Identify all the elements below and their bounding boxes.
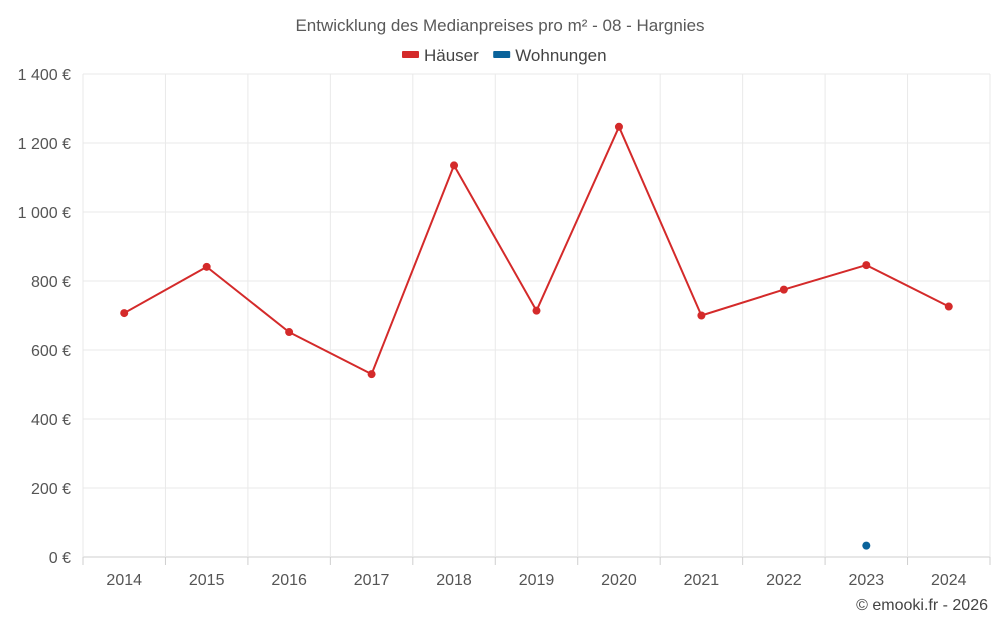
data-point[interactable] [862, 541, 871, 550]
y-tick-label: 1 000 € [18, 205, 71, 222]
series-1 [862, 541, 871, 550]
legend-item[interactable]: Wohnungen [493, 46, 607, 65]
x-tick-label: 2024 [931, 572, 967, 589]
data-point[interactable] [367, 370, 376, 379]
y-axis-ticks: 0 € 200 € 400 € 600 € 800 € 1 000 € 1 200 € 1 4… [18, 67, 71, 567]
y-tick-label: 400 € [31, 412, 71, 429]
y-tick-label: 600 € [31, 343, 71, 360]
x-axis-ticks: 2014 2015 2016 2017 2018 2019 2020 2021 2022 2023… [106, 572, 966, 589]
y-tick-label: 0 € [49, 550, 71, 567]
data-point[interactable] [285, 328, 294, 337]
y-tick-label: 200 € [31, 481, 71, 498]
data-point[interactable] [532, 306, 541, 315]
data-point[interactable] [944, 302, 953, 311]
data-point[interactable] [120, 309, 129, 318]
x-tick-label: 2019 [519, 572, 555, 589]
x-tick-label: 2020 [601, 572, 637, 589]
data-point[interactable] [450, 161, 459, 170]
data-point[interactable] [779, 285, 788, 294]
legend: Häuser Wohnungen [402, 46, 607, 65]
gridlines [82, 73, 991, 565]
data-point[interactable] [614, 122, 623, 131]
legend-swatch [402, 51, 419, 58]
legend-label: Wohnungen [515, 46, 606, 65]
x-tick-label: 2018 [436, 572, 472, 589]
legend-label: Häuser [424, 46, 479, 65]
data-point[interactable] [697, 311, 706, 320]
x-tick-label: 2017 [354, 572, 390, 589]
legend-swatch [493, 51, 511, 58]
x-tick-label: 2021 [684, 572, 720, 589]
copyright-credit: © emooki.fr - 2026 [856, 597, 988, 614]
x-tick-label: 2014 [106, 572, 142, 589]
x-tick-label: 2023 [849, 572, 885, 589]
y-tick-label: 1 400 € [18, 67, 71, 84]
y-tick-label: 800 € [31, 274, 71, 291]
legend-item[interactable]: Häuser [402, 46, 479, 65]
series-0 [120, 122, 953, 379]
x-tick-label: 2015 [189, 572, 225, 589]
y-tick-label: 1 200 € [18, 136, 71, 153]
data-point[interactable] [862, 261, 871, 270]
data-point[interactable] [202, 262, 211, 271]
x-tick-label: 2016 [271, 572, 307, 589]
chart-title: Entwicklung des Medianpreises pro m² - 0… [295, 16, 704, 35]
x-tick-label: 2022 [766, 572, 802, 589]
series-layer [120, 122, 953, 550]
